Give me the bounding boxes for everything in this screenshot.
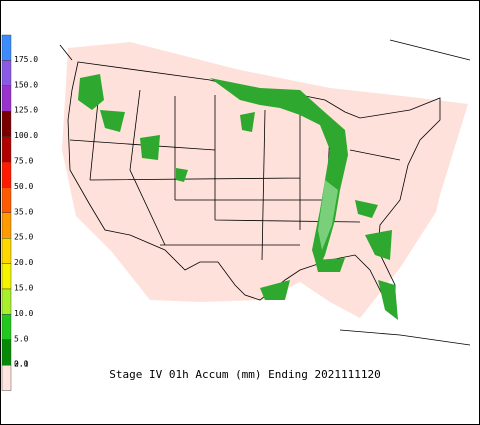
legend-label: 35.0	[14, 207, 33, 216]
legend-swatch	[1, 110, 12, 137]
color-legend: 175.0 150.0 125.0 100.0 75.0 50.0 35.0 25.0 20.0…	[1, 34, 38, 391]
legend-swatch	[1, 85, 12, 112]
legend-label: 150.0	[14, 80, 38, 89]
legend-label: 100.0	[14, 131, 38, 140]
legend-swatch	[1, 237, 12, 264]
legend-label: 15.0	[14, 284, 33, 293]
legend-swatch	[1, 187, 12, 213]
legend-swatch	[1, 212, 12, 239]
legend-label: 50.0	[14, 182, 33, 191]
legend-label: 75.0	[14, 157, 33, 166]
legend-label: 5.0	[14, 334, 29, 343]
legend-swatch	[1, 60, 12, 87]
legend-swatch	[1, 136, 12, 163]
legend-label: 0.1	[14, 360, 29, 369]
legend-swatch	[1, 34, 12, 61]
legend-swatch	[1, 288, 12, 315]
legend-label: 20.0	[14, 258, 33, 267]
precipitation	[78, 74, 398, 320]
legend-swatch	[1, 365, 12, 391]
legend-swatch	[1, 263, 12, 290]
legend-label: 25.0	[14, 233, 33, 242]
legend-label: 10.0	[14, 309, 33, 318]
legend-label: 175.0	[14, 55, 38, 64]
legend-swatch	[1, 314, 12, 340]
legend-label: 125.0	[14, 106, 38, 115]
caption: Stage IV 01h Accum (mm) Ending 202111112…	[109, 368, 381, 381]
coastlines	[59, 39, 471, 346]
legend-swatch	[1, 339, 12, 366]
legend-swatch	[1, 161, 12, 188]
legend-label: 2.0	[14, 360, 29, 369]
us-outline	[67, 61, 441, 317]
